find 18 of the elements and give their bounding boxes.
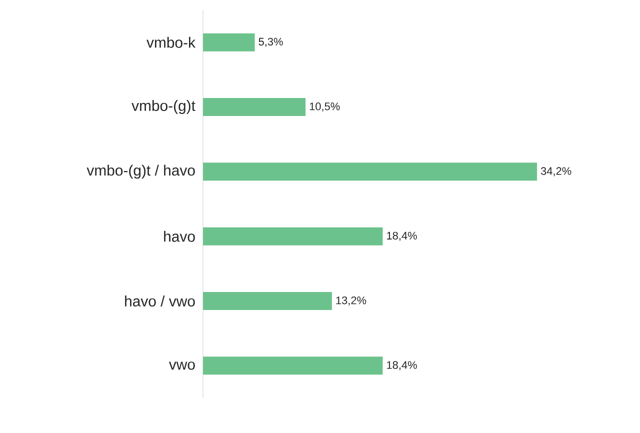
y-tick-label: vmbo-(g)t / havo bbox=[86, 164, 195, 179]
y-tick-label: havo bbox=[164, 230, 195, 242]
data-label: 18,4% bbox=[387, 232, 417, 241]
y-tick-label: vmbo-(g)t bbox=[132, 100, 196, 114]
data-label: 5,3% bbox=[258, 38, 283, 47]
bar bbox=[203, 162, 538, 181]
data-label: 18,4% bbox=[387, 361, 417, 370]
data-label: 10,5% bbox=[310, 102, 340, 112]
y-tick-label: vwo bbox=[168, 362, 195, 370]
bar bbox=[203, 98, 306, 116]
y-tick-label: vmbo-k bbox=[146, 36, 196, 48]
y-tick-label: havo / vwo bbox=[125, 296, 195, 306]
bar bbox=[203, 33, 255, 52]
bar bbox=[203, 292, 332, 310]
data-label: 34,2% bbox=[540, 167, 572, 176]
data-label: 13,2% bbox=[336, 296, 366, 306]
bar bbox=[203, 356, 383, 375]
bar bbox=[203, 227, 383, 246]
